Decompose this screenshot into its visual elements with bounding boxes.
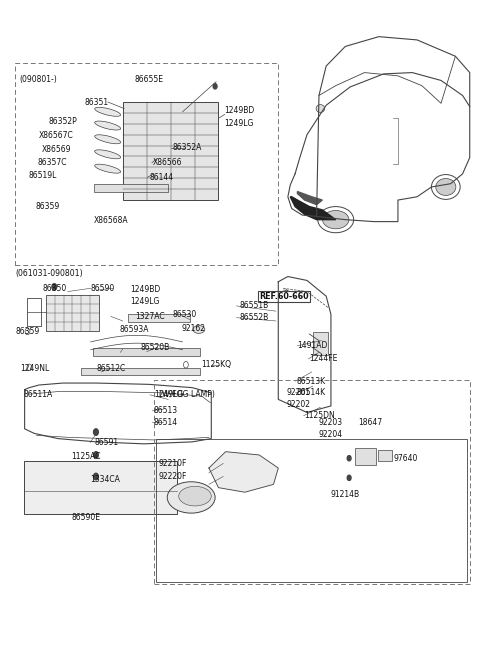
Ellipse shape bbox=[95, 107, 120, 117]
Text: 97640: 97640 bbox=[393, 454, 418, 462]
Text: 86350: 86350 bbox=[43, 284, 67, 293]
Circle shape bbox=[52, 284, 57, 290]
Text: 1249BD: 1249BD bbox=[225, 106, 255, 115]
Ellipse shape bbox=[179, 486, 211, 506]
Ellipse shape bbox=[318, 206, 354, 233]
Text: 86520B: 86520B bbox=[141, 343, 170, 352]
Text: X86567C: X86567C bbox=[39, 132, 74, 140]
Text: 86513K: 86513K bbox=[297, 377, 325, 386]
Polygon shape bbox=[209, 452, 278, 492]
Bar bbox=[313, 332, 327, 355]
Circle shape bbox=[27, 364, 32, 371]
Text: 1249LG: 1249LG bbox=[130, 297, 159, 306]
Polygon shape bbox=[298, 191, 323, 204]
Text: 86351: 86351 bbox=[84, 98, 108, 107]
Text: 1125DN: 1125DN bbox=[305, 411, 336, 421]
Text: 86352A: 86352A bbox=[173, 143, 203, 152]
Text: 18647: 18647 bbox=[359, 418, 383, 427]
Bar bbox=[93, 348, 200, 356]
Ellipse shape bbox=[323, 210, 349, 229]
Text: 86144: 86144 bbox=[149, 173, 173, 181]
Text: REF.60-660: REF.60-660 bbox=[259, 292, 309, 301]
Text: 86359: 86359 bbox=[35, 202, 60, 211]
Text: 1249NL: 1249NL bbox=[20, 364, 49, 373]
Text: 1125KQ: 1125KQ bbox=[201, 360, 231, 369]
Bar bbox=[156, 439, 468, 582]
Ellipse shape bbox=[436, 178, 456, 195]
Bar bbox=[27, 298, 41, 326]
Ellipse shape bbox=[95, 121, 120, 130]
Text: X86569: X86569 bbox=[42, 145, 72, 153]
Text: X86568A: X86568A bbox=[94, 216, 129, 225]
Ellipse shape bbox=[95, 150, 120, 159]
Text: 86551B: 86551B bbox=[239, 301, 268, 310]
Text: 86530: 86530 bbox=[173, 310, 197, 319]
Ellipse shape bbox=[167, 481, 215, 513]
Text: 1334CA: 1334CA bbox=[91, 476, 120, 484]
Text: (W/FOG LAMP): (W/FOG LAMP) bbox=[158, 390, 215, 399]
Ellipse shape bbox=[95, 135, 120, 143]
Text: 1125AC: 1125AC bbox=[72, 453, 101, 461]
Text: 92210F: 92210F bbox=[158, 459, 187, 468]
Text: 91214B: 91214B bbox=[331, 490, 360, 498]
Bar bbox=[355, 449, 376, 465]
Circle shape bbox=[347, 456, 351, 461]
Circle shape bbox=[94, 474, 98, 480]
Ellipse shape bbox=[95, 164, 120, 173]
Circle shape bbox=[213, 84, 217, 89]
Text: 86552B: 86552B bbox=[239, 313, 268, 322]
Text: 86514: 86514 bbox=[154, 418, 178, 427]
Text: 92162: 92162 bbox=[181, 324, 205, 333]
Circle shape bbox=[25, 328, 30, 335]
Ellipse shape bbox=[316, 105, 324, 113]
Bar bbox=[24, 462, 177, 514]
Text: 92202: 92202 bbox=[287, 400, 311, 409]
Circle shape bbox=[183, 362, 188, 368]
Text: 1249LG: 1249LG bbox=[225, 119, 254, 128]
Circle shape bbox=[94, 452, 98, 458]
Text: 92201: 92201 bbox=[287, 388, 311, 398]
Text: X86566: X86566 bbox=[153, 159, 182, 167]
Polygon shape bbox=[290, 196, 336, 219]
Text: 86590E: 86590E bbox=[72, 513, 100, 521]
Text: 86590: 86590 bbox=[91, 284, 115, 293]
Text: 1491AD: 1491AD bbox=[298, 341, 328, 350]
Text: 86593A: 86593A bbox=[120, 325, 149, 334]
Text: 86512C: 86512C bbox=[96, 364, 126, 373]
Text: 86519L: 86519L bbox=[28, 172, 57, 180]
Text: 1327AC: 1327AC bbox=[135, 312, 164, 321]
Text: 92204: 92204 bbox=[319, 430, 343, 439]
Bar bbox=[378, 450, 392, 462]
Text: 1249LG: 1249LG bbox=[154, 390, 183, 400]
Text: 1249BD: 1249BD bbox=[130, 285, 160, 294]
Text: 86352P: 86352P bbox=[48, 117, 77, 126]
Text: 92203: 92203 bbox=[319, 418, 343, 427]
Text: (061031-090801): (061031-090801) bbox=[15, 269, 83, 278]
Circle shape bbox=[94, 429, 98, 436]
Text: 86514K: 86514K bbox=[297, 388, 325, 398]
Text: 86513: 86513 bbox=[154, 406, 178, 415]
Text: 86357C: 86357C bbox=[37, 158, 67, 166]
Text: 92220F: 92220F bbox=[158, 472, 187, 481]
Text: 1244FE: 1244FE bbox=[310, 354, 338, 364]
Bar bbox=[46, 295, 99, 331]
Bar bbox=[123, 102, 218, 200]
Text: 86591: 86591 bbox=[95, 438, 119, 447]
Text: 86655E: 86655E bbox=[135, 75, 164, 84]
Text: 86511A: 86511A bbox=[24, 390, 53, 400]
Ellipse shape bbox=[432, 174, 460, 199]
Ellipse shape bbox=[193, 326, 205, 333]
Bar bbox=[128, 314, 190, 322]
Text: (090801-): (090801-) bbox=[19, 75, 57, 84]
Circle shape bbox=[347, 476, 351, 481]
Bar bbox=[94, 183, 168, 192]
Text: 86359: 86359 bbox=[15, 327, 39, 336]
Bar bbox=[81, 368, 200, 375]
